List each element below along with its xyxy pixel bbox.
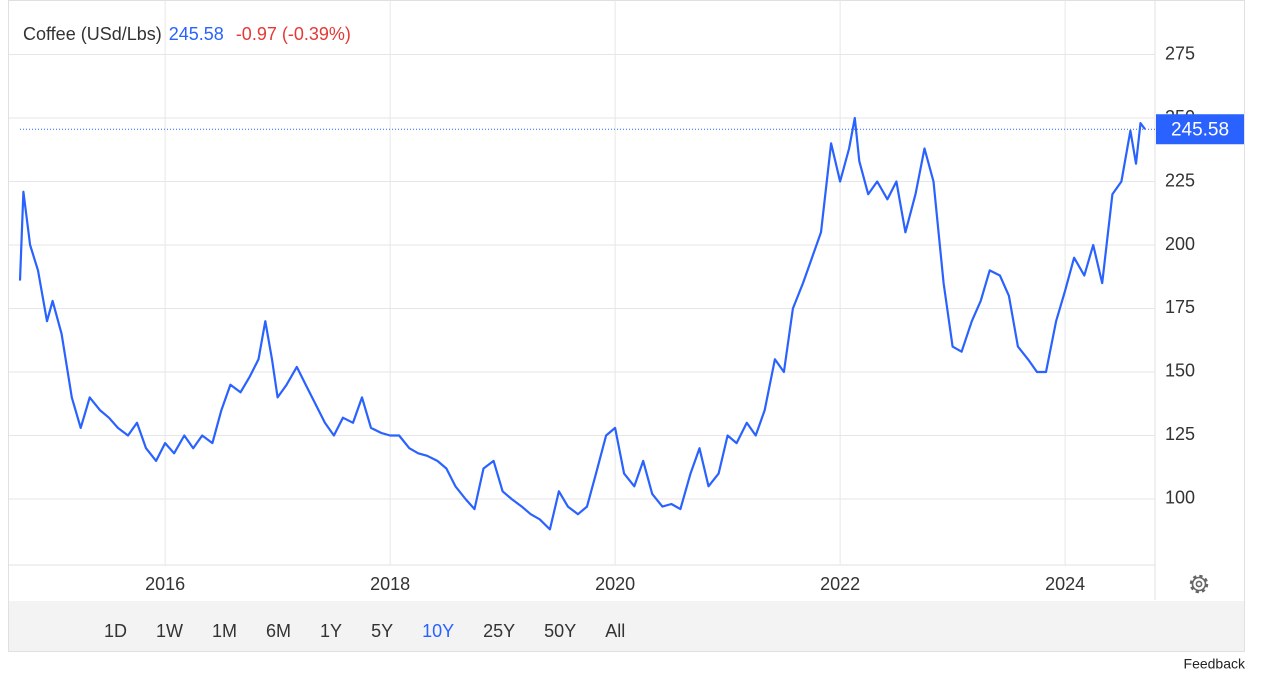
x-tick-label: 2022 [820, 574, 860, 594]
x-tick-label: 2016 [145, 574, 185, 594]
y-tick-label: 275 [1165, 43, 1195, 63]
y-tick-label: 150 [1165, 361, 1195, 381]
change: -0.97 (-0.39%) [236, 24, 351, 44]
toolbar [9, 601, 1244, 651]
y-tick-label: 225 [1165, 170, 1195, 190]
y-tick-label: 175 [1165, 297, 1195, 317]
price-line [18, 116, 1146, 531]
last-value-label: 245.58 [1171, 119, 1229, 140]
last-value: 245.58 [169, 24, 224, 44]
settings-icon[interactable] [1189, 574, 1209, 594]
x-tick-label: 2018 [370, 574, 410, 594]
grid [9, 0, 1155, 565]
range-button[interactable]: 5Y [371, 621, 393, 641]
series-name: Coffee (USd/Lbs) [23, 24, 162, 44]
range-button[interactable]: 1D [104, 621, 127, 641]
chart-frame [8, 0, 1245, 652]
range-button[interactable]: 6M [266, 621, 291, 641]
x-tick-label: 2020 [595, 574, 635, 594]
range-button[interactable]: 1Y [320, 621, 342, 641]
legend: Coffee (USd/Lbs) 245.58 -0.97 (-0.39%) [23, 24, 351, 44]
range-button[interactable]: 1W [156, 621, 183, 641]
x-tick-label: 2024 [1045, 574, 1085, 594]
range-button[interactable]: 1M [212, 621, 237, 641]
y-tick-label: 200 [1165, 234, 1195, 254]
feedback-link[interactable]: Feedback [1184, 656, 1246, 672]
range-button[interactable]: 25Y [483, 621, 515, 641]
range-button[interactable]: 50Y [544, 621, 576, 641]
last-value-box [1156, 114, 1244, 145]
y-tick-label: 125 [1165, 424, 1195, 444]
y-tick-label: 100 [1165, 488, 1195, 508]
range-button[interactable]: All [605, 621, 625, 641]
range-button[interactable]: 10Y [422, 621, 454, 641]
